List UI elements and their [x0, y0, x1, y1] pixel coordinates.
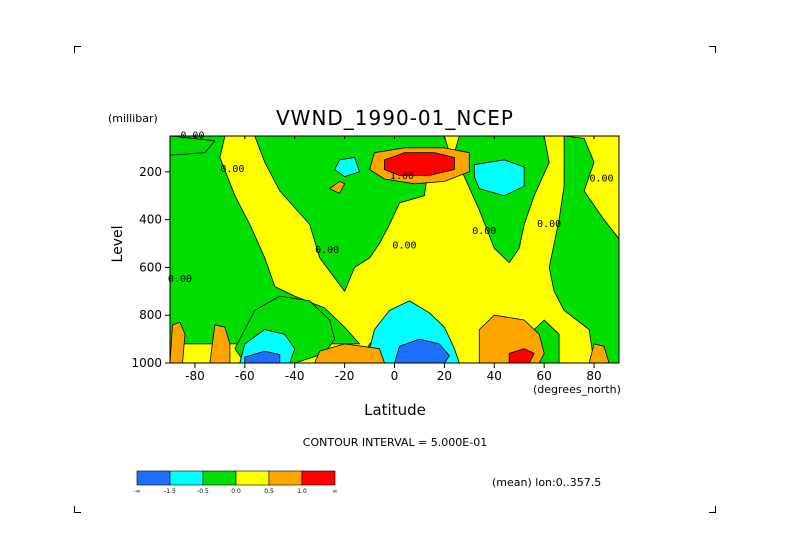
- contour-region-20: [588, 343, 610, 363]
- colorbar-label: -1.5: [164, 488, 176, 495]
- contour-label: 0.00: [315, 245, 339, 256]
- colorbar-label: -0.5: [197, 488, 209, 495]
- x-tick-label: 80: [586, 369, 601, 383]
- colorbar-swatch: [136, 470, 171, 486]
- colorbar-label: ∞: [333, 488, 338, 495]
- mean-note: (mean) lon:0..357.5: [492, 476, 602, 489]
- y-axis-unit: (millibar): [108, 112, 158, 125]
- contour-label: 0.00: [589, 173, 613, 184]
- contour-region-3: [548, 136, 619, 363]
- colorbar-swatch: [202, 470, 237, 486]
- y-tick-label: 800: [139, 308, 162, 322]
- colorbar-swatch: [235, 470, 270, 486]
- colorbar-swatch: [268, 470, 303, 486]
- contour-interval-text: CONTOUR INTERVAL = 5.000E-01: [302, 436, 488, 449]
- x-tick-label: 60: [537, 369, 552, 383]
- contour-region-7: [170, 136, 216, 156]
- y-tick-label: 400: [139, 213, 162, 227]
- x-tick-label: 0: [391, 369, 399, 383]
- x-tick-label: -20: [335, 369, 355, 383]
- contour-region-0: [170, 136, 361, 345]
- x-tick-label: -40: [285, 369, 305, 383]
- colorbar-label: 0.0: [231, 488, 241, 495]
- chart-title: VWND_1990-01_NCEP: [275, 106, 514, 130]
- contour-region-17: [170, 321, 186, 363]
- colorbar-label: 1.0: [297, 488, 307, 495]
- x-axis-label: Latitude: [364, 401, 426, 419]
- contour-region-8: [334, 157, 361, 178]
- contour-label: 1.00: [390, 171, 414, 182]
- contour-region-19: [329, 180, 346, 194]
- contour-region-22: [508, 348, 535, 363]
- contour-region-18: [209, 324, 231, 363]
- contour-label: 0.00: [392, 240, 416, 251]
- y-tick-label: 200: [139, 165, 162, 179]
- x-tick-label: -80: [185, 369, 205, 383]
- contour-region-12: [394, 338, 450, 363]
- contour-region-13: [244, 350, 281, 363]
- crop-mark-top-left: [74, 46, 81, 53]
- contour-regions: [170, 136, 619, 363]
- contour-region-9: [473, 159, 525, 197]
- contour-label: 0.00: [537, 219, 561, 230]
- colorbar-label: 0.5: [264, 488, 274, 495]
- y-tick-label: 600: [139, 260, 162, 274]
- crop-mark-bottom-left: [74, 506, 81, 513]
- contour-region-15: [314, 343, 385, 363]
- crop-mark-bottom-right: [709, 506, 716, 513]
- colorbar-label: -∞: [133, 488, 140, 495]
- contour-label: 0.00: [168, 274, 192, 285]
- colorbar-swatch: [169, 470, 204, 486]
- contour-label: 0.00: [472, 226, 496, 237]
- x-axis-unit: (degrees_north): [533, 383, 621, 396]
- y-tick-label: 1000: [131, 356, 162, 370]
- contour-label: 0.00: [220, 164, 244, 175]
- contour-region-21: [384, 152, 455, 176]
- x-tick-label: -60: [235, 369, 255, 383]
- crop-mark-top-right: [709, 46, 716, 53]
- x-tick-label: 20: [437, 369, 452, 383]
- x-tick-label: 40: [487, 369, 502, 383]
- colorbar-swatch: [301, 470, 336, 486]
